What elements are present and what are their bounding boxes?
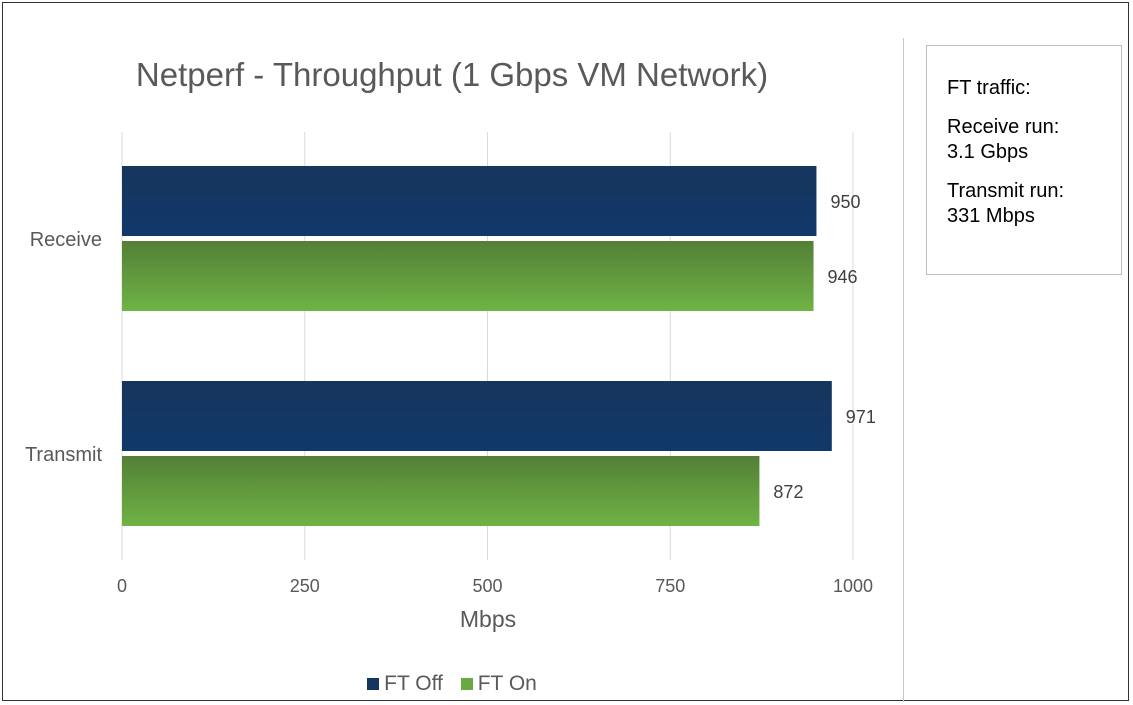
note-receive-value: 3.1 Gbps	[947, 141, 1029, 163]
chart-legend: FT Off FT On	[0, 672, 904, 696]
legend-swatch-ft-on	[460, 678, 473, 690]
x-axis-label: Mbps	[460, 606, 516, 632]
bar-chart: 0 250 500 750 1000 Mbps Receive 950 946 Transmit 9…	[25, 132, 876, 632]
data-label: 950	[830, 192, 860, 212]
note-transmit: Transmit run: 331 Mbps	[947, 179, 1111, 229]
bar	[122, 241, 814, 311]
bar	[122, 456, 760, 526]
data-label: 946	[828, 267, 858, 287]
x-tick-label: 750	[655, 576, 685, 596]
note-transmit-label: Transmit run:	[947, 180, 1065, 202]
note-receive-label: Receive run:	[947, 116, 1060, 138]
legend-swatch-ft-off	[367, 678, 380, 690]
ft-traffic-note: FT traffic: Receive run: 3.1 Gbps Transm…	[926, 45, 1122, 275]
legend-label-ft-on: FT On	[477, 672, 537, 695]
category-label: Receive	[30, 229, 102, 251]
data-label: 872	[773, 482, 803, 502]
panel-divider	[903, 38, 904, 702]
data-label: 971	[846, 407, 876, 427]
bar	[122, 381, 832, 451]
x-tick-label: 1000	[833, 576, 873, 596]
note-receive: Receive run: 3.1 Gbps	[947, 115, 1111, 165]
legend-item-ft-off: FT Off	[367, 672, 443, 696]
chart-title: Netperf - Throughput (1 Gbps VM Network)	[135, 56, 769, 93]
x-tick-label: 0	[117, 576, 127, 596]
legend-item-ft-on: FT On	[460, 672, 537, 696]
category-label: Transmit	[25, 444, 102, 466]
legend-label-ft-off: FT Off	[384, 672, 443, 695]
bar	[122, 166, 817, 236]
note-transmit-value: 331 Mbps	[947, 205, 1035, 227]
note-heading: FT traffic:	[947, 77, 1031, 99]
x-tick-label: 500	[472, 576, 502, 596]
x-tick-label: 250	[290, 576, 320, 596]
